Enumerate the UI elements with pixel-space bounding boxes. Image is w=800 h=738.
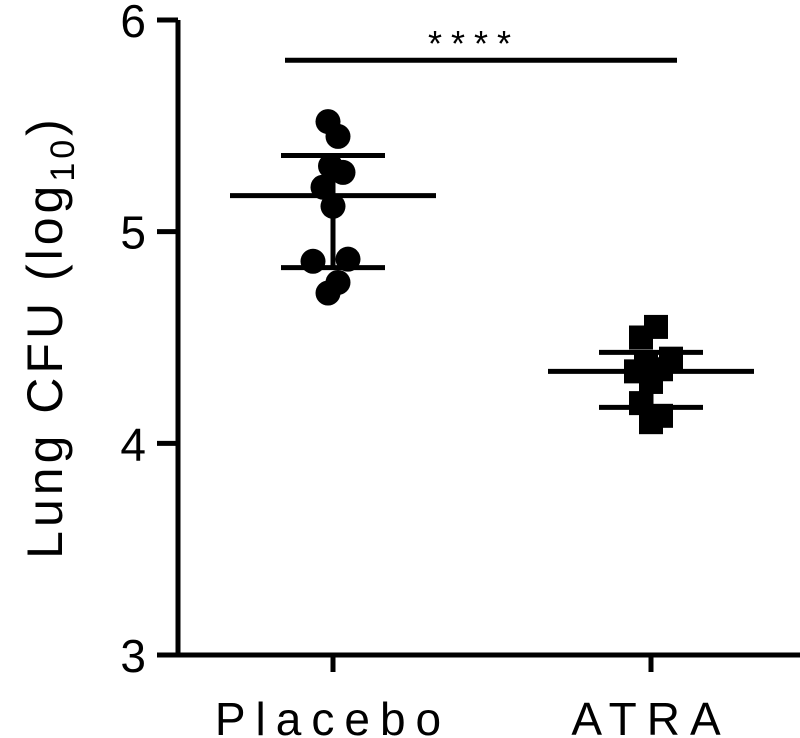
y-tick-label: 3 bbox=[120, 630, 146, 682]
data-point bbox=[644, 314, 668, 339]
y-axis: 3 4 5 6 bbox=[120, 0, 181, 682]
y-tick-label: 5 bbox=[120, 207, 146, 259]
data-groups bbox=[230, 109, 754, 435]
significance-annotation: **** bbox=[285, 23, 677, 64]
y-tick-label: 6 bbox=[120, 0, 146, 47]
y-axis-label: Lung CFU (log10) bbox=[17, 115, 82, 559]
y-axis-label-subscript: 10 bbox=[44, 136, 82, 182]
y-axis-label-close: ) bbox=[17, 115, 73, 136]
group-atra bbox=[548, 314, 754, 435]
data-point bbox=[325, 123, 351, 149]
group-placebo bbox=[230, 109, 436, 306]
data-point bbox=[325, 269, 351, 295]
data-point bbox=[639, 410, 663, 435]
y-axis-label-main: Lung CFU (log bbox=[17, 182, 73, 559]
y-tick-label: 4 bbox=[120, 418, 146, 470]
x-tick-label: ATRA bbox=[571, 693, 730, 738]
data-point bbox=[330, 159, 356, 185]
x-axis: Placebo ATRA bbox=[176, 652, 800, 738]
x-tick-label: Placebo bbox=[215, 693, 451, 738]
significance-label: **** bbox=[428, 23, 520, 64]
